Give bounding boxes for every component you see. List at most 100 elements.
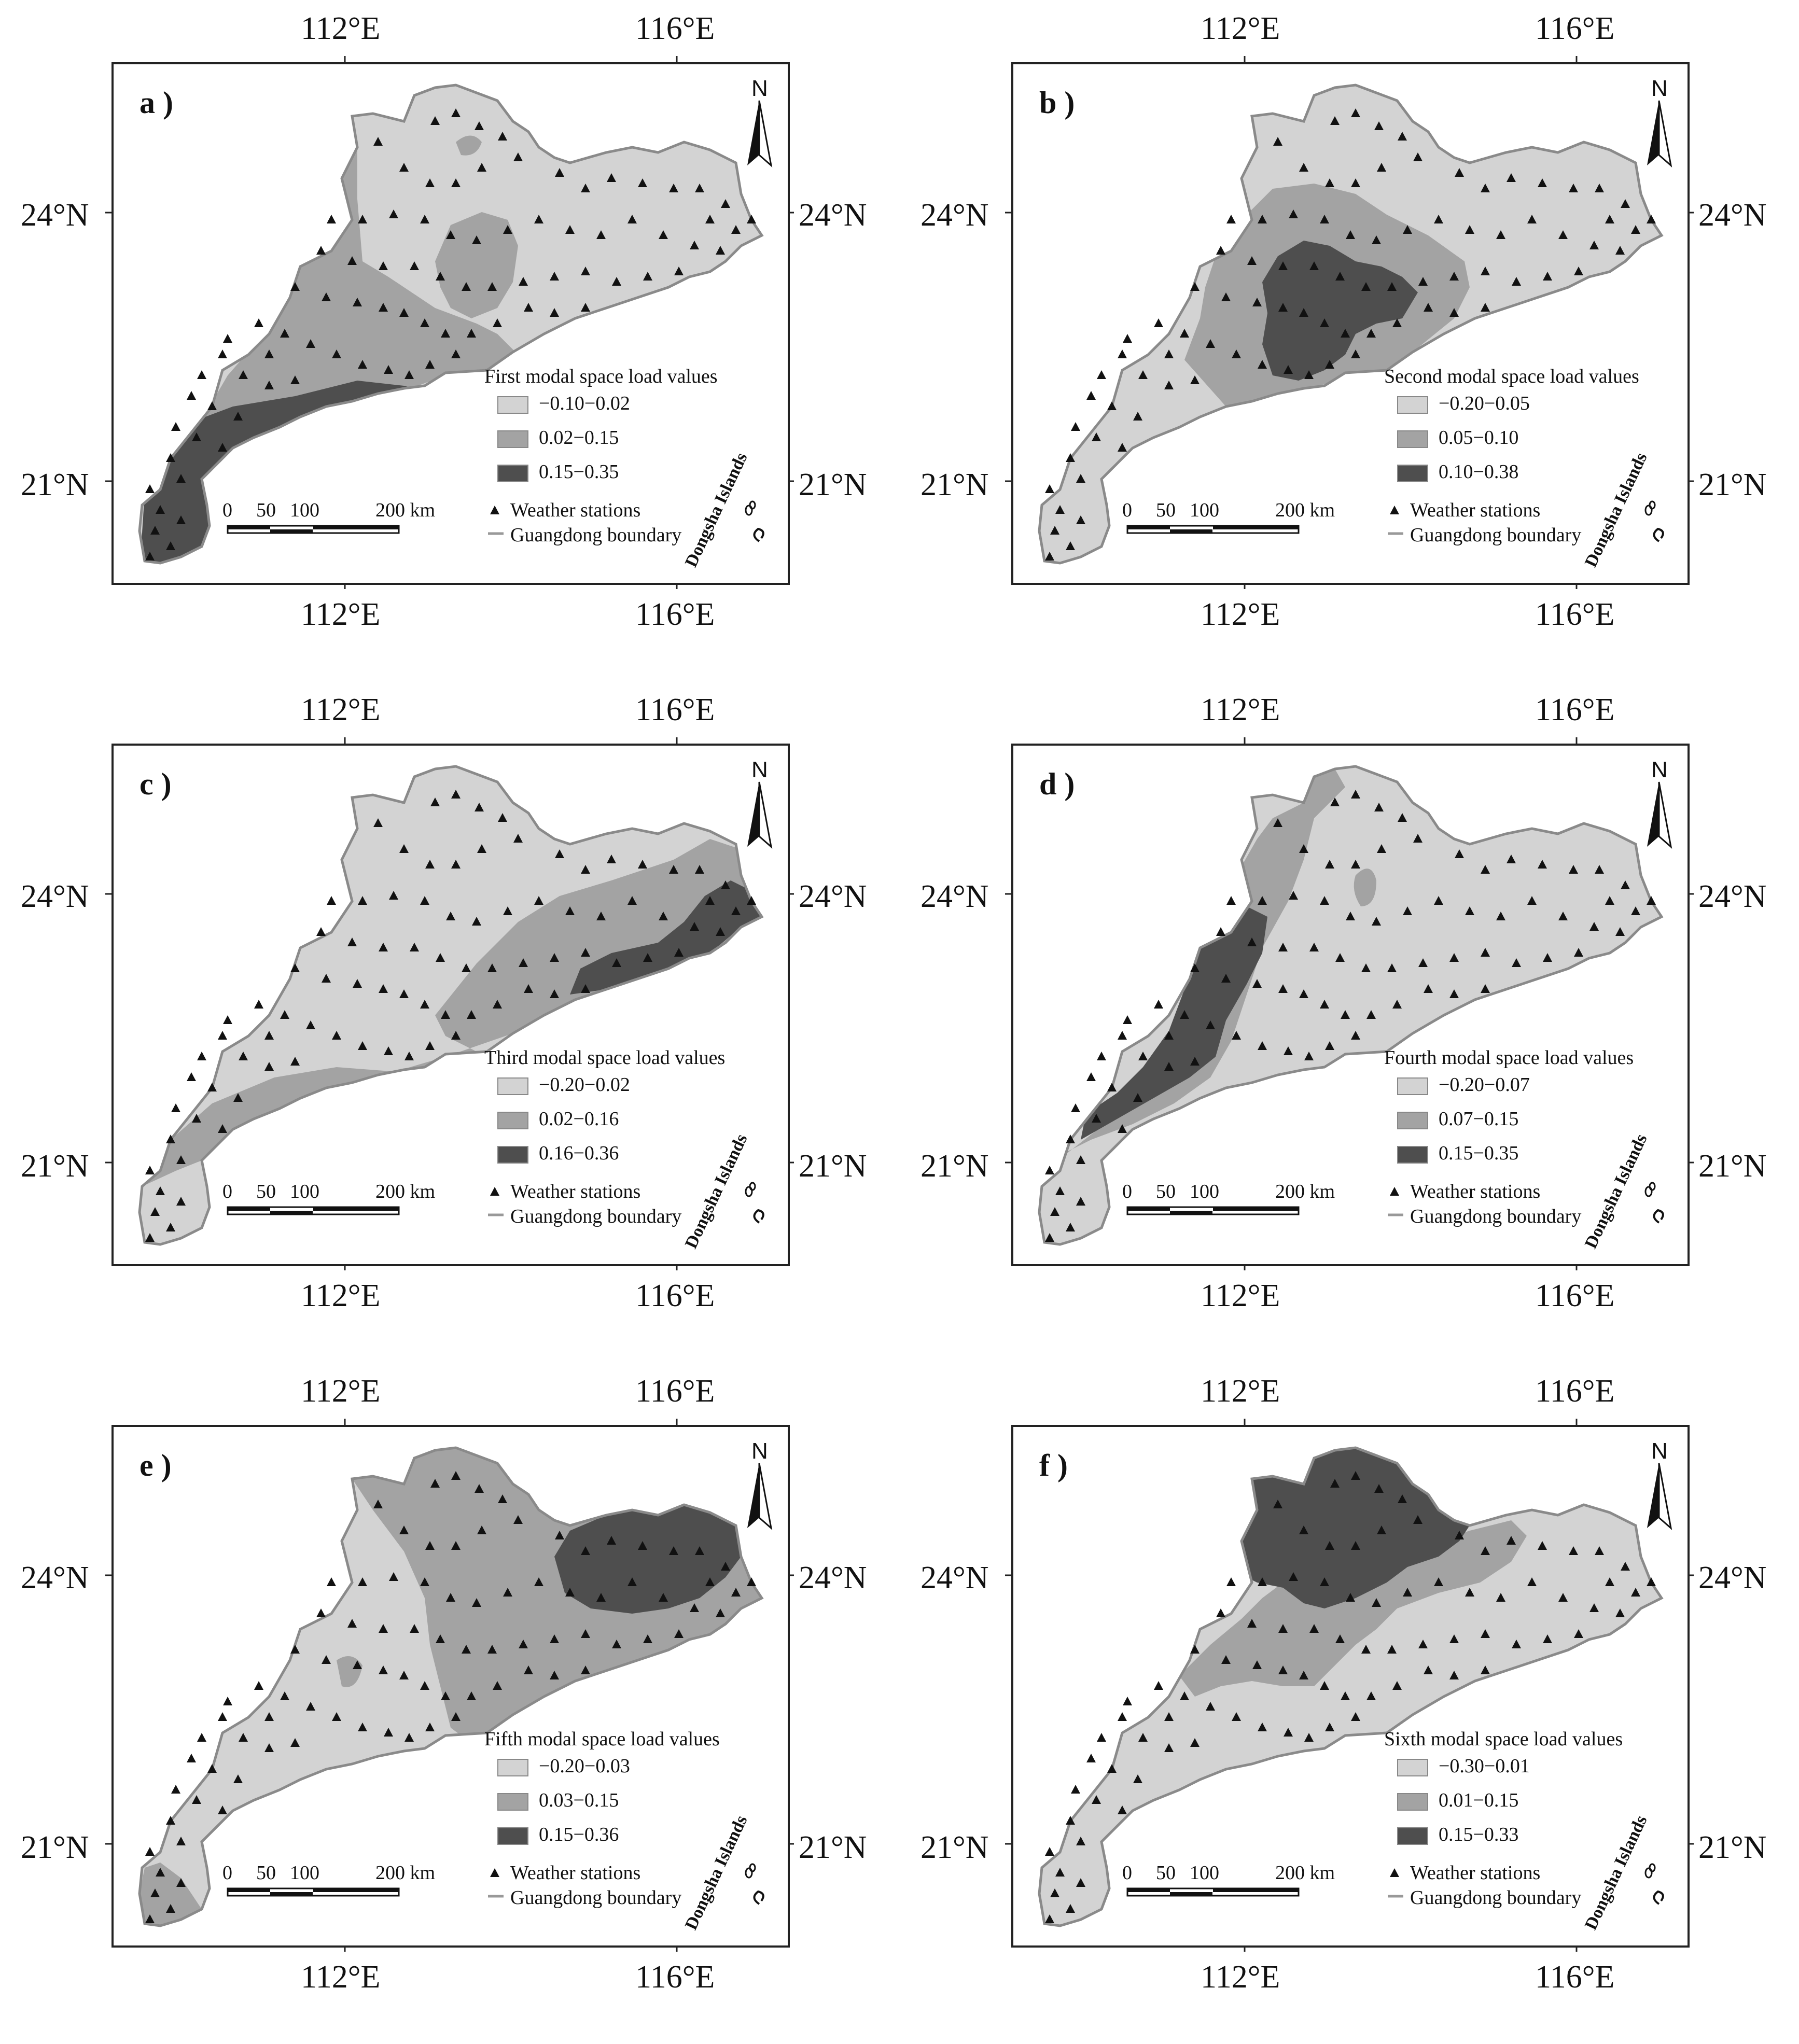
weather-station-marker (1481, 303, 1490, 312)
lon-tick-bottom-112: 112°E (1201, 1959, 1280, 1995)
scale-bar-segment (228, 1888, 270, 1892)
weather-station-marker (451, 178, 461, 187)
legend-low-label: −0.20−0.07 (1439, 1074, 1530, 1096)
legend-high-label: 0.15−0.33 (1439, 1824, 1519, 1845)
weather-station-marker (1335, 1634, 1345, 1643)
weather-station-marker (1346, 230, 1355, 239)
weather-station-marker (1615, 927, 1625, 936)
legend-mid-label: 0.02−0.15 (539, 427, 619, 449)
weather-station-marker (1325, 1041, 1334, 1050)
tick-marks (105, 737, 794, 1270)
weather-station-marker (306, 1702, 315, 1711)
weather-station-marker (1387, 963, 1397, 972)
weather-station-marker (1377, 163, 1386, 172)
weather-station-marker (1434, 1577, 1443, 1586)
weather-station-marker (327, 215, 336, 223)
weather-station-marker (166, 453, 175, 462)
weather-station-marker (176, 1155, 186, 1164)
weather-station-marker (1346, 912, 1355, 920)
zone-mid (456, 135, 482, 156)
weather-station-marker (462, 963, 471, 972)
legend-title: Second modal space load values (1384, 366, 1639, 387)
weather-station-marker (555, 849, 564, 858)
weather-station-marker (1465, 906, 1474, 915)
legend-high-swatch (497, 465, 528, 482)
scale-label-50: 50 (1156, 1862, 1176, 1884)
weather-station-marker (1574, 948, 1583, 957)
weather-station-marker (1232, 349, 1241, 358)
weather-station-marker (1258, 896, 1267, 905)
weather-station-marker (1066, 1223, 1075, 1231)
weather-station-marker (373, 818, 383, 827)
weather-station-marker (1076, 1155, 1085, 1164)
legend-high-label: 0.10−0.38 (1439, 461, 1519, 483)
weather-station-marker (1325, 860, 1334, 869)
weather-station-marker (1589, 241, 1599, 249)
weather-station-marker (1284, 1728, 1293, 1737)
legend-station-icon (1390, 506, 1399, 514)
weather-station-marker (1372, 235, 1381, 244)
weather-station-marker (1226, 215, 1236, 223)
weather-station-marker (1206, 339, 1215, 348)
weather-station-marker (519, 277, 528, 286)
north-arrow-icon (758, 1463, 773, 1530)
weather-station-marker (612, 277, 621, 286)
weather-station-marker (1107, 1083, 1117, 1091)
weather-station-marker (264, 381, 274, 389)
weather-station-marker (384, 365, 393, 374)
weather-station-marker (1424, 1665, 1433, 1674)
lon-tick-top-112: 112°E (1201, 1374, 1280, 1409)
zone-high (554, 1505, 741, 1614)
panel-label: f ) (1039, 1448, 1068, 1482)
weather-station-marker (1527, 1577, 1537, 1586)
weather-station-marker (451, 1031, 461, 1040)
weather-station-marker (1289, 891, 1298, 900)
weather-station-marker (316, 927, 326, 936)
weather-station-marker (1481, 948, 1490, 957)
weather-station-marker (420, 1577, 429, 1586)
weather-station-marker (1351, 860, 1360, 869)
zone-high (1236, 1448, 1470, 1608)
weather-station-marker (1538, 1541, 1547, 1550)
weather-station-marker (472, 917, 481, 926)
legend-station-icon (490, 1868, 499, 1877)
map-frame: f ) N Sixth modal space load values −0.30−0… (1011, 1425, 1690, 1948)
weather-station-marker (384, 1728, 393, 1737)
legend-low-swatch (497, 396, 528, 414)
weather-station-marker (513, 1515, 523, 1524)
legend-high-label: 0.16−0.36 (539, 1142, 619, 1164)
weather-station-marker (1605, 215, 1614, 223)
weather-station-marker (1398, 132, 1407, 141)
weather-station-marker (1372, 917, 1381, 926)
weather-station-marker (1351, 178, 1360, 187)
legend-mid-label: 0.07−0.15 (1439, 1108, 1519, 1130)
weather-station-marker (1398, 1494, 1407, 1503)
weather-station-marker (171, 422, 180, 431)
weather-station-marker (1258, 1577, 1267, 1586)
weather-station-marker (1325, 178, 1334, 187)
weather-station-marker (1284, 1046, 1293, 1055)
north-label: N (751, 757, 768, 782)
scale-label-200: 200 km (375, 1862, 436, 1884)
map-canvas (138, 1446, 773, 1927)
weather-station-marker (1507, 1536, 1516, 1545)
weather-station-marker (207, 1764, 217, 1773)
north-arrow-icon (1658, 100, 1672, 167)
weather-station-marker (643, 953, 652, 962)
weather-station-marker (498, 1494, 507, 1503)
weather-station-marker (358, 1041, 367, 1050)
weather-station-marker (373, 137, 383, 146)
weather-station-marker (264, 1031, 274, 1040)
weather-station-marker (503, 1588, 512, 1597)
weather-station-marker (1226, 1577, 1236, 1586)
lon-tick-top-112: 112°E (1201, 692, 1280, 727)
weather-station-marker (1496, 230, 1505, 239)
north-arrow-icon (1647, 1463, 1659, 1528)
weather-station-marker (207, 1083, 217, 1091)
weather-station-marker (420, 1681, 429, 1690)
weather-station-marker (446, 912, 455, 920)
weather-station-marker (145, 552, 155, 561)
weather-station-marker (487, 282, 497, 291)
weather-station-marker (1589, 1603, 1599, 1612)
legend-boundary-label: Guangdong boundary (510, 524, 682, 546)
